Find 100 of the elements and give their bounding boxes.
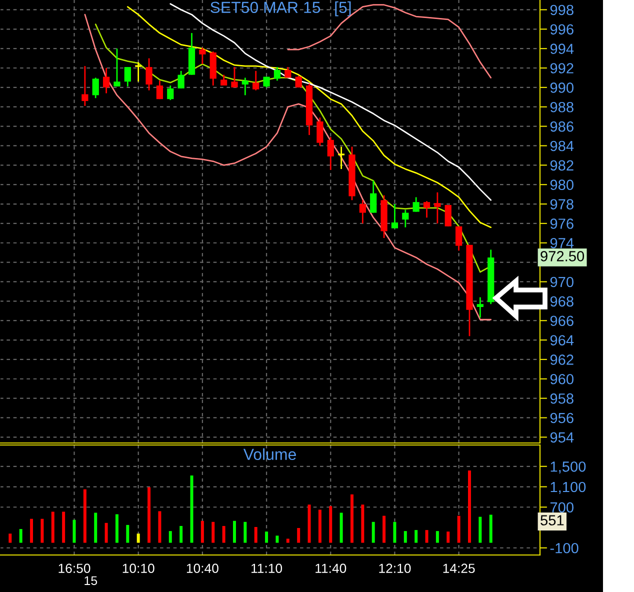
bar: [276, 536, 279, 543]
bar: [308, 504, 311, 543]
y-tick-label: 982: [550, 160, 574, 171]
y-tick-label: 986: [550, 121, 574, 132]
candlestick: [102, 67, 110, 94]
line-series: [170, 3, 492, 201]
bar: [382, 516, 386, 543]
y-tick-label: -100: [550, 542, 578, 554]
bar: [72, 520, 76, 543]
bar: [168, 531, 172, 543]
y-tick-label: 960: [550, 374, 574, 384]
bar: [8, 534, 12, 543]
bar: [212, 522, 215, 543]
y-tick-label: 976: [550, 218, 574, 229]
bar: [232, 520, 236, 543]
candlestick: [178, 70, 184, 90]
candlestick: [146, 58, 152, 92]
bar: [222, 526, 226, 543]
text: 972.50: [540, 251, 584, 262]
y-tick-label: 988: [550, 102, 574, 112]
text: 15: [84, 576, 98, 586]
bar: [286, 538, 290, 543]
y-tick-label: 958: [550, 393, 574, 404]
bar: [489, 514, 492, 543]
bar: [457, 516, 460, 543]
candlestick: [134, 61, 142, 82]
candlestick: [391, 203, 398, 229]
x-tick-label: 10:10: [122, 564, 154, 574]
bar: [340, 512, 343, 543]
bar: [297, 528, 300, 543]
bar: [115, 514, 118, 543]
candlestick: [402, 209, 409, 228]
y-tick-label: 994: [550, 44, 574, 54]
bar: [318, 510, 322, 543]
bar: [425, 530, 428, 543]
candlestick: [316, 116, 324, 146]
bar: [200, 520, 204, 543]
y-tick-label: 954: [550, 432, 574, 443]
bar: [148, 487, 151, 543]
y-tick-label: 980: [550, 180, 574, 190]
bar: [158, 511, 162, 543]
candlestick: [114, 48, 120, 88]
candlestick: [199, 46, 206, 65]
bar: [180, 526, 183, 543]
y-tick-label: 1,500: [550, 461, 586, 474]
candlestick: [456, 226, 462, 252]
y-tick-label: 990: [550, 82, 574, 93]
bar: [51, 512, 54, 543]
candlestick: [252, 70, 260, 92]
chart-title: SET50 MAR 15 [5]: [210, 1, 351, 16]
bar: [350, 494, 354, 543]
x-tick-label: 12:10: [379, 564, 411, 574]
y-tick-label: 992: [550, 63, 574, 74]
x-tick-label: 11:10: [252, 564, 282, 574]
bar: [244, 522, 247, 543]
x-tick-label: 14:25: [443, 564, 475, 574]
x-tick-label: 16:50: [58, 564, 90, 574]
bar: [136, 534, 140, 543]
bar: [361, 504, 364, 543]
candlestick: [156, 80, 164, 100]
bar: [468, 470, 471, 543]
chart-title: Volume: [243, 448, 296, 460]
candlestick: [359, 199, 366, 224]
y-tick-label: 984: [550, 140, 574, 152]
bar: [446, 532, 450, 543]
candlestick: [370, 180, 377, 214]
bar: [83, 489, 86, 543]
bar: [126, 524, 130, 543]
candlestick: [242, 77, 248, 96]
candlestick: [231, 66, 238, 88]
candlestick: [92, 77, 99, 99]
bar: [265, 532, 268, 543]
bar: [94, 512, 98, 543]
x-tick-label: 11:40: [316, 564, 346, 574]
bar: [393, 522, 396, 543]
bar: [478, 516, 482, 543]
x-tick-label: 10:40: [186, 564, 218, 574]
candlestick: [274, 66, 281, 82]
y-tick-label: 968: [550, 296, 574, 307]
candlestick: [295, 75, 302, 88]
y-tick-label: 970: [550, 276, 574, 288]
y-tick-label: 964: [550, 335, 574, 346]
candlestick: [220, 74, 228, 86]
bar: [436, 531, 439, 543]
candlestick: [412, 196, 420, 212]
candlestick: [124, 66, 131, 88]
bar: [40, 518, 44, 543]
y-tick-label: 978: [550, 199, 574, 210]
bar: [372, 522, 375, 543]
candlestick: [167, 84, 174, 101]
candlestick: [434, 192, 441, 224]
y-tick-label: 956: [550, 412, 574, 424]
bar: [30, 518, 34, 543]
candlestick: [327, 136, 334, 171]
bar: [329, 506, 332, 543]
y-tick-label: 974: [550, 238, 574, 248]
candlestick: [423, 200, 430, 218]
bar: [62, 512, 66, 543]
bar: [404, 531, 407, 543]
candlestick: [444, 204, 452, 228]
